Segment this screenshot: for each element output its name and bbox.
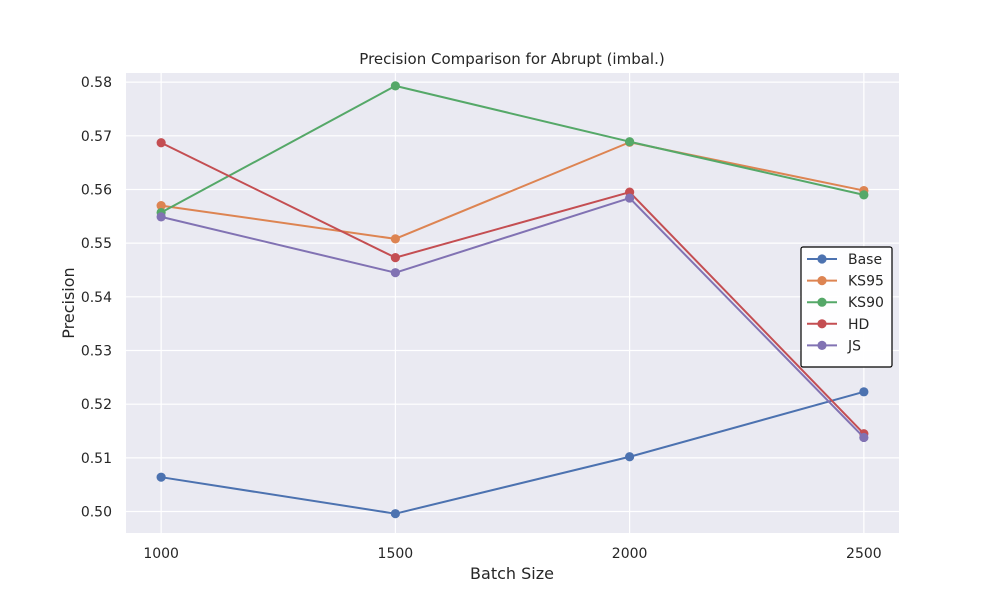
data-point bbox=[625, 137, 635, 147]
legend-item-base: Base bbox=[807, 252, 882, 268]
y-axis-label: Precision bbox=[59, 267, 78, 338]
legend-marker bbox=[817, 340, 827, 350]
series-hd bbox=[156, 138, 869, 439]
x-tick-label: 2500 bbox=[846, 546, 882, 562]
data-point bbox=[390, 509, 400, 519]
legend-label: Base bbox=[848, 252, 882, 268]
legend-marker bbox=[817, 254, 827, 264]
y-tick-label: 0.56 bbox=[81, 182, 112, 198]
legend-item-ks90: KS90 bbox=[807, 295, 884, 311]
x-axis-label: Batch Size bbox=[470, 564, 554, 583]
data-point bbox=[859, 432, 869, 443]
series-line bbox=[160, 141, 865, 240]
y-tick-label: 0.50 bbox=[81, 505, 112, 521]
data-point bbox=[156, 200, 166, 211]
legend-label: KS95 bbox=[848, 274, 884, 290]
legend: Base KS95 KS90 HD JS bbox=[800, 246, 893, 368]
data-point bbox=[390, 253, 400, 263]
y-tick-label: 0.55 bbox=[81, 236, 112, 252]
y-tick-label: 0.54 bbox=[81, 290, 112, 306]
y-tick-label: 0.53 bbox=[81, 344, 112, 360]
y-tick-label: 0.52 bbox=[81, 397, 112, 413]
data-point bbox=[390, 81, 400, 91]
data-point bbox=[625, 452, 635, 462]
legend-item-ks95: KS95 bbox=[807, 274, 884, 290]
y-tick-label: 0.58 bbox=[81, 75, 112, 91]
x-tick-labels: 1000 1500 2000 2500 bbox=[143, 546, 881, 562]
plot-area bbox=[126, 73, 899, 533]
legend-item-hd: HD bbox=[807, 317, 869, 333]
series-lines bbox=[156, 81, 869, 519]
x-tick-label: 2000 bbox=[612, 546, 648, 562]
series-line bbox=[160, 197, 865, 439]
legend-label: KS90 bbox=[848, 295, 884, 311]
series-line bbox=[160, 84, 865, 214]
data-point bbox=[625, 193, 635, 203]
y-tick-label: 0.57 bbox=[81, 129, 112, 145]
y-tick-label: 0.51 bbox=[81, 451, 112, 467]
data-point bbox=[390, 268, 400, 278]
legend-label: HD bbox=[848, 317, 869, 333]
data-point bbox=[390, 234, 400, 244]
data-point bbox=[156, 472, 166, 482]
data-point bbox=[156, 138, 166, 148]
legend-marker bbox=[817, 297, 827, 307]
x-tick-label: 1000 bbox=[143, 546, 179, 562]
legend-marker bbox=[817, 276, 827, 286]
chart-title: Precision Comparison for Abrupt (imbal.) bbox=[359, 50, 664, 68]
series-base bbox=[156, 387, 869, 519]
data-point bbox=[859, 190, 869, 200]
series-line bbox=[160, 390, 865, 515]
legend-marker bbox=[817, 319, 827, 329]
data-point bbox=[859, 387, 869, 397]
series-line bbox=[160, 141, 865, 435]
y-tick-labels: 0.50 0.51 0.52 0.53 0.54 0.55 0.56 0.57 0.58 bbox=[81, 75, 112, 520]
legend-label: JS bbox=[847, 338, 861, 354]
data-point bbox=[156, 212, 166, 222]
series-js bbox=[156, 193, 869, 443]
legend-item-js: JS bbox=[807, 338, 861, 354]
x-tick-label: 1500 bbox=[378, 546, 414, 562]
